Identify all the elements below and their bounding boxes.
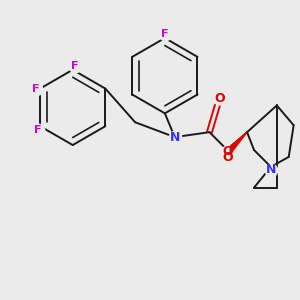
Text: F: F — [161, 29, 169, 39]
Text: O: O — [222, 152, 232, 164]
Text: O: O — [222, 146, 232, 158]
Text: F: F — [32, 84, 40, 94]
Text: O: O — [214, 92, 225, 105]
Text: N: N — [266, 163, 276, 176]
Text: N: N — [169, 130, 180, 144]
Text: F: F — [34, 125, 42, 135]
Polygon shape — [230, 132, 247, 154]
Text: F: F — [71, 61, 79, 71]
